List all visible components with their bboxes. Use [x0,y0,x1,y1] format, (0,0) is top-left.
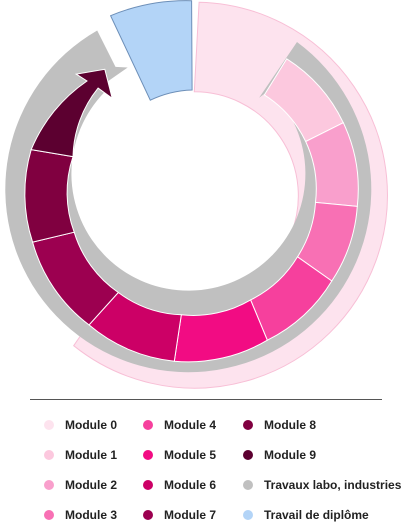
labo-industries-swatch [243,480,253,490]
legend-item-module-8: Module 8 [243,416,316,434]
legend-label: Module 2 [65,478,118,492]
legend: Module 0 Module 1 Module 2 Module 3 Modu… [0,410,412,523]
legend-divider [30,399,382,400]
module-5-swatch [143,450,153,460]
legend-item-travail-de-diplome: Travail de diplôme [243,506,369,524]
module-7-swatch [143,510,153,520]
module-3-swatch [44,510,54,520]
module-9-segment [30,68,114,158]
module-8-swatch [243,420,253,430]
legend-item-module-3: Module 3 [44,506,117,524]
legend-item-module-1: Module 1 [44,446,117,464]
module-1-swatch [44,450,54,460]
legend-label: Module 3 [65,508,118,522]
legend-item-labo-industries: Travaux labo, industries [243,476,401,494]
legend-item-module-7: Module 7 [143,506,216,524]
legend-label: Module 1 [65,448,118,462]
module-9-swatch [243,450,253,460]
legend-item-module-2: Module 2 [44,476,117,494]
module-2-swatch [44,480,54,490]
legend-label: Module 4 [164,418,217,432]
legend-label: Module 9 [264,448,317,462]
legend-label: Travaux labo, industries [264,478,402,492]
legend-label: Module 7 [164,508,217,522]
travail-de-diplome-block [109,0,193,101]
module-8-segment [24,149,75,243]
legend-item-module-6: Module 6 [143,476,216,494]
legend-label: Module 5 [164,448,217,462]
legend-item-module-9: Module 9 [243,446,316,464]
module-0-swatch [44,420,54,430]
legend-label: Travail de diplôme [264,508,369,522]
legend-label: Module 8 [264,418,317,432]
study-plan-ring-diagram [5,0,388,389]
travail-de-diplome-swatch [243,510,253,520]
legend-label: Module 0 [65,418,118,432]
legend-item-module-5: Module 5 [143,446,216,464]
module-6-swatch [143,480,153,490]
module-4-swatch [143,420,153,430]
legend-item-module-4: Module 4 [143,416,216,434]
legend-item-module-0: Module 0 [44,416,117,434]
legend-label: Module 6 [164,478,217,492]
